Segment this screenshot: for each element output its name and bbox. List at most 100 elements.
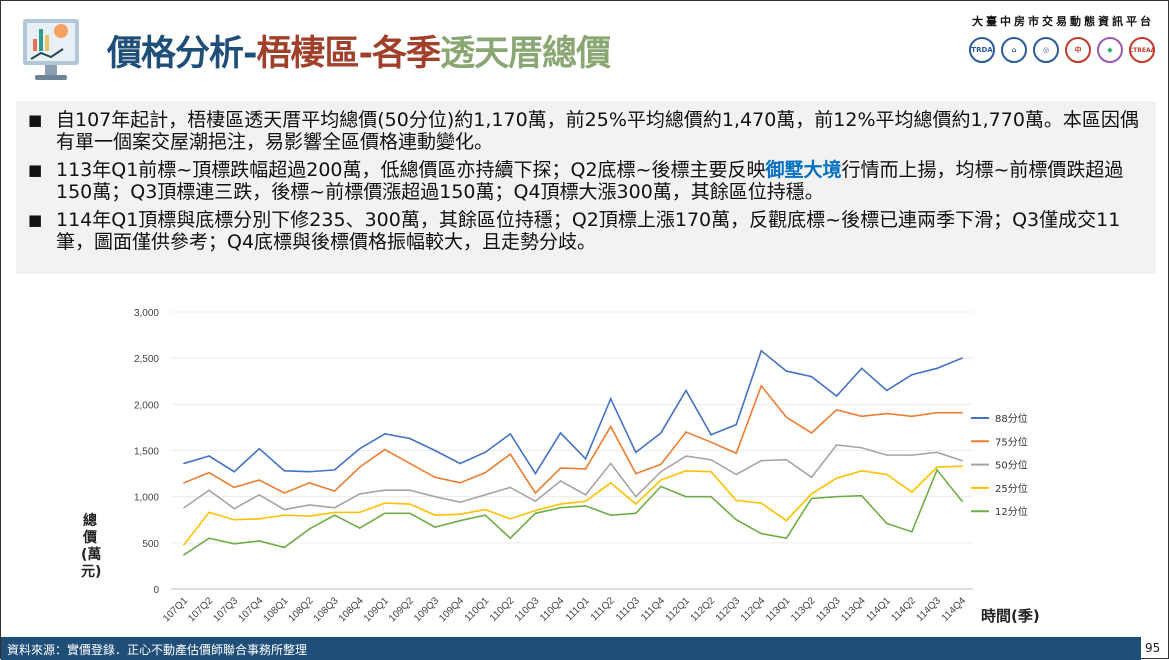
- data-point: [911, 454, 913, 456]
- data-point: [936, 367, 938, 370]
- bullet-text: 113年Q1前標~頂標跌幅超過200萬，低總價區亦持續下探；Q2底標~後標主要反…: [56, 159, 1144, 203]
- data-point: [384, 433, 386, 435]
- x-tick-label: 112Q2: [689, 595, 718, 624]
- data-point: [509, 518, 512, 520]
- data-point: [886, 389, 888, 392]
- data-point: [785, 519, 788, 522]
- data-point: [685, 431, 687, 433]
- data-point: [409, 489, 411, 492]
- data-point: [685, 455, 687, 457]
- data-point: [358, 511, 361, 514]
- data-point: [258, 518, 261, 520]
- data-point: [409, 503, 411, 505]
- x-tick-label: 109Q2: [387, 595, 416, 624]
- x-tick-label: 113Q2: [789, 595, 818, 624]
- data-point: [961, 465, 963, 467]
- legend-label: 88分位: [995, 412, 1028, 425]
- data-point: [333, 514, 336, 516]
- x-tick-label: 112Q4: [739, 595, 768, 624]
- data-point: [208, 537, 210, 540]
- data-point: [660, 463, 662, 466]
- data-point: [936, 411, 938, 414]
- partner-logos: TRDA ⌂ ◎ 中 ◆ CTREAA: [969, 37, 1155, 63]
- data-point: [559, 503, 562, 505]
- data-point: [735, 423, 737, 426]
- data-point: [810, 497, 813, 500]
- series-line-25分位: [183, 465, 963, 546]
- x-tick-label: 113Q1: [764, 595, 793, 624]
- x-tick-label: 110Q2: [488, 595, 517, 624]
- x-tick-label: 109Q1: [362, 595, 391, 624]
- data-point: [760, 349, 763, 352]
- data-point: [584, 505, 587, 507]
- data-point: [559, 506, 562, 509]
- bullet-square-icon: ■: [28, 111, 43, 129]
- data-point: [584, 468, 587, 470]
- data-point: [258, 494, 261, 496]
- x-tick-label: 113Q3: [814, 595, 843, 624]
- data-point: [886, 473, 888, 476]
- series-line-88分位: [183, 349, 963, 476]
- x-tick-label: 108Q2: [287, 595, 316, 624]
- data-point: [860, 446, 863, 449]
- data-point: [509, 433, 512, 435]
- data-point: [484, 451, 487, 454]
- highlight-project: 御墅大境: [765, 159, 842, 181]
- data-point: [308, 515, 311, 517]
- data-point: [810, 476, 813, 479]
- data-point: [509, 537, 512, 540]
- data-point: [183, 506, 185, 509]
- y-tick-label: 1,500: [134, 447, 159, 458]
- data-point: [710, 495, 712, 498]
- data-point: [860, 470, 863, 472]
- y-tick-label: 0: [153, 585, 159, 596]
- data-point: [459, 482, 461, 484]
- legend-label: 12分位: [995, 505, 1028, 518]
- data-point: [233, 507, 235, 510]
- data-point: [384, 489, 386, 492]
- data-point: [384, 502, 386, 504]
- data-point: [534, 509, 537, 512]
- data-point: [911, 415, 913, 418]
- data-point: [810, 432, 813, 434]
- data-point: [459, 462, 461, 465]
- data-point: [559, 467, 562, 469]
- data-point: [183, 554, 185, 556]
- data-point: [710, 458, 712, 461]
- data-point: [534, 500, 537, 503]
- bullet-item: ■ 114年Q1頂標與底標分別下修235、300萬，其餘區位持穩；Q2頂標上漲17…: [28, 209, 1144, 253]
- x-tick-label: 109Q3: [412, 595, 441, 624]
- data-point: [434, 476, 436, 479]
- data-point: [635, 451, 637, 454]
- data-point: [785, 458, 788, 461]
- data-point: [233, 470, 235, 473]
- data-point: [860, 494, 863, 497]
- x-tick-label: 114Q3: [915, 595, 944, 624]
- data-point: [860, 367, 863, 370]
- data-point: [283, 470, 286, 472]
- data-point: [409, 512, 411, 515]
- data-point: [635, 495, 637, 498]
- x-tick-label: 114Q4: [940, 595, 969, 624]
- data-point: [735, 499, 737, 502]
- data-point: [760, 532, 763, 535]
- data-point: [936, 469, 938, 471]
- x-tick-label: 110Q4: [538, 595, 567, 624]
- data-point: [283, 508, 286, 511]
- series-line-75分位: [183, 384, 963, 495]
- x-tick-label: 107Q2: [186, 595, 215, 624]
- data-point: [459, 519, 461, 522]
- series-line-12分位: [183, 468, 963, 556]
- data-point: [559, 480, 562, 482]
- data-point: [534, 492, 537, 494]
- data-point: [208, 471, 210, 474]
- data-point: [961, 500, 963, 503]
- data-point: [534, 512, 537, 515]
- data-point: [886, 454, 888, 456]
- data-point: [409, 437, 411, 440]
- source-footer: 資料來源：實價登錄．正心不動產估價師聯合事務所整理: [1, 637, 1141, 660]
- data-point: [609, 397, 612, 400]
- data-point: [835, 495, 838, 498]
- x-tick-label: 108Q4: [337, 595, 366, 624]
- data-point: [233, 486, 235, 489]
